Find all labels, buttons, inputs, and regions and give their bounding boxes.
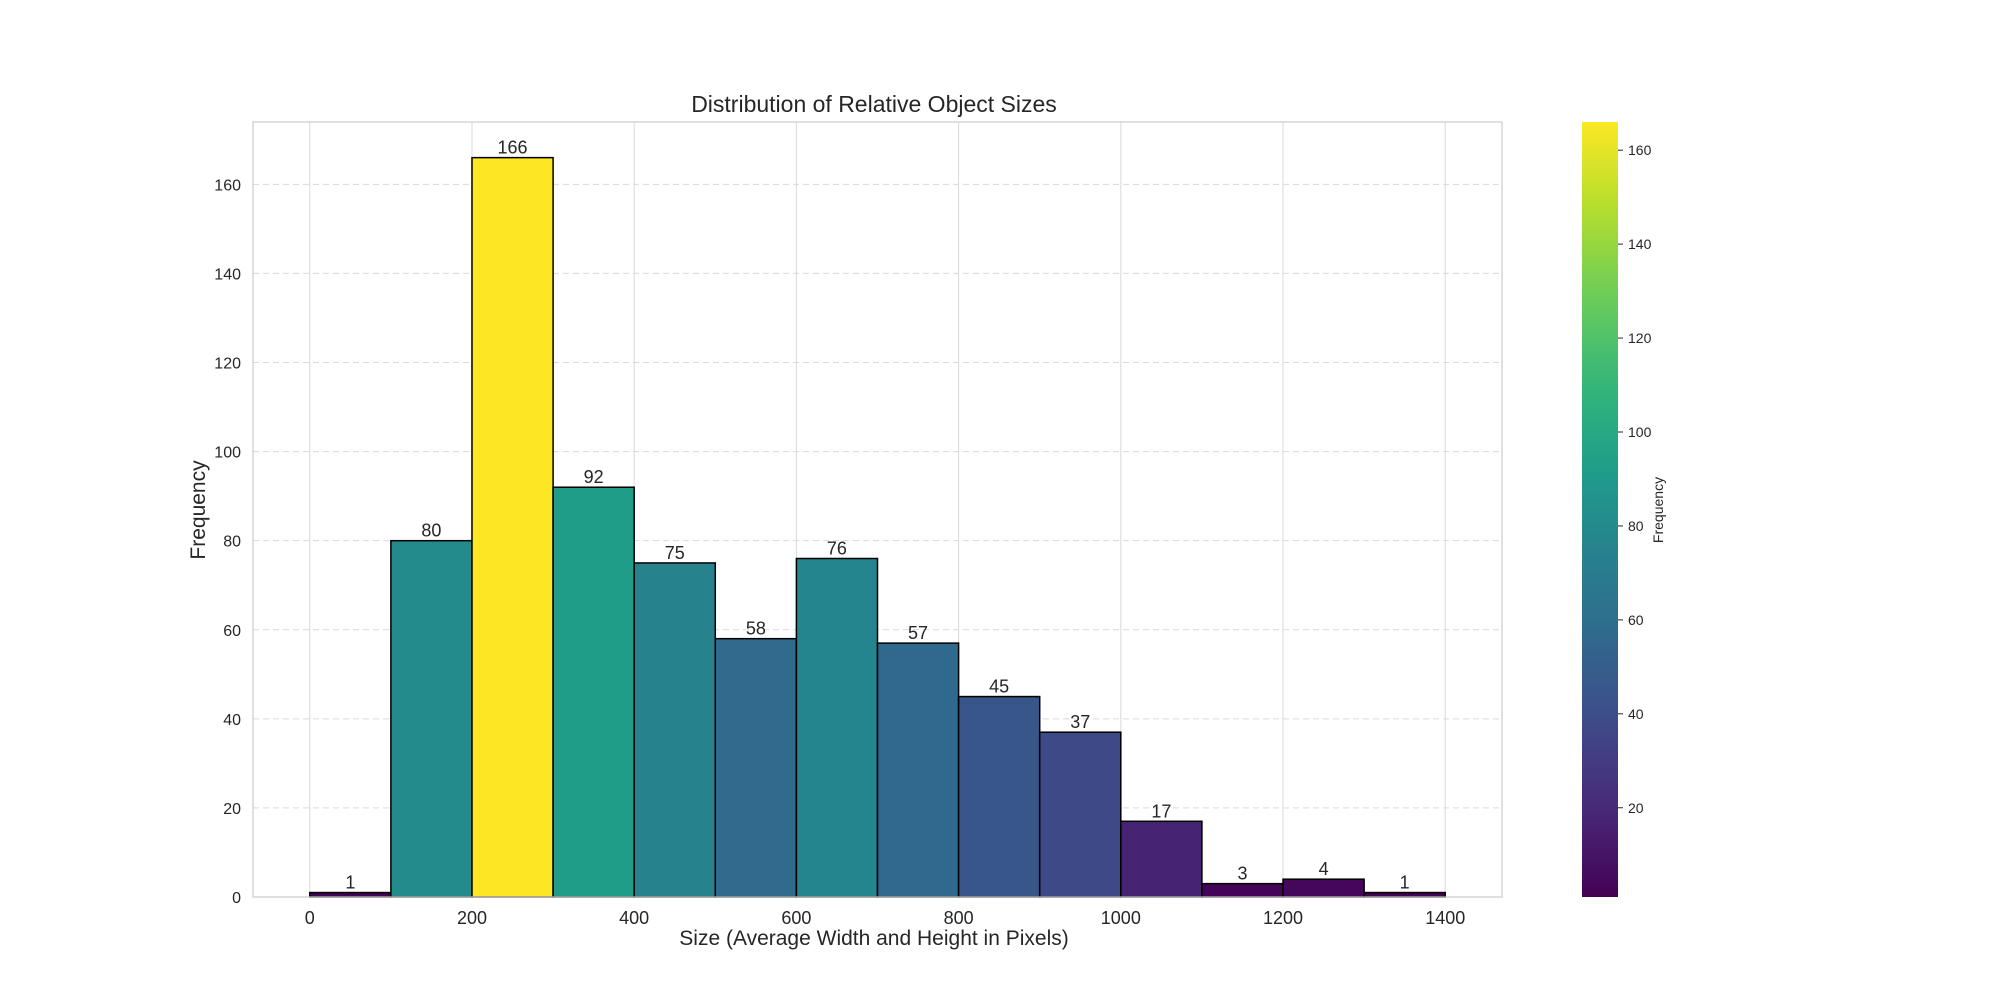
- bar-value-label: 1: [1400, 873, 1410, 893]
- y-tick-label: 100: [214, 445, 241, 462]
- colorbar-tick-label: 120: [1628, 330, 1652, 346]
- histogram-bar: [1201, 882, 1284, 898]
- y-tick-label: 80: [223, 534, 241, 551]
- chart-title: Distribution of Relative Object Sizes: [691, 91, 1057, 117]
- x-tick-label: 1000: [1101, 908, 1141, 928]
- bar-value-label: 3: [1237, 864, 1247, 884]
- y-tick-label: 140: [214, 266, 241, 283]
- y-tick-label: 40: [223, 712, 241, 729]
- bar-value-label: 76: [827, 538, 847, 558]
- histogram-bar: [1363, 891, 1446, 898]
- y-tick-label: 20: [223, 801, 241, 818]
- bar-value-label: 1: [345, 873, 355, 893]
- histogram-bar: [552, 486, 635, 898]
- colorbar-tick-label: 160: [1628, 142, 1652, 158]
- histogram-bar: [1120, 820, 1203, 898]
- colorbar: 20 40 60 80 100 120 140 160: [1582, 122, 1652, 897]
- bar-value-label: 166: [498, 138, 528, 158]
- x-tick-label: 1400: [1425, 908, 1465, 928]
- histogram-bar: [471, 156, 554, 898]
- grid-lines: [253, 122, 1502, 897]
- bar-value-label: 4: [1319, 859, 1329, 879]
- bar-value-label: 75: [665, 543, 685, 563]
- colorbar-label: Frequency: [1650, 477, 1666, 543]
- x-tick-label: 400: [619, 908, 649, 928]
- colorbar-tick-label: 100: [1628, 424, 1652, 440]
- x-tick-label: 600: [781, 908, 811, 928]
- y-tick-label: 0: [232, 890, 241, 907]
- histogram-bar: [1038, 731, 1122, 898]
- y-tick-label: 160: [214, 177, 241, 194]
- bar-value-label: 58: [746, 619, 766, 639]
- colorbar-tick-label: 40: [1628, 706, 1644, 722]
- bar-value-label: 92: [584, 467, 604, 487]
- x-axis-label: Size (Average Width and Height in Pixels…: [679, 927, 1068, 950]
- bar-value-label: 37: [1070, 712, 1090, 732]
- x-tick-label: 200: [457, 908, 487, 928]
- bar-value-label: 17: [1151, 801, 1171, 821]
- plot-frame: [252, 121, 1503, 898]
- x-tick-label: 800: [944, 908, 974, 928]
- histogram-bar: [876, 642, 960, 898]
- histogram-bar: [714, 637, 798, 898]
- histogram-bar: [633, 562, 717, 898]
- bars: [309, 156, 1446, 898]
- axis-ticks: 0 200 400 600 800 1000 1200 1400 0 20 40 60 80 100 120…: [214, 177, 1465, 928]
- bar-value-label: 45: [989, 677, 1009, 697]
- colorbar-tick-label: 80: [1628, 518, 1644, 534]
- bar-value-label: 57: [908, 623, 928, 643]
- bar-value-labels: 1 80 166 92 75 58 76 57 45 37 17 3 4 1: [345, 138, 1409, 893]
- x-tick-label: 1200: [1263, 908, 1303, 928]
- colorbar-gradient: [1582, 122, 1618, 897]
- y-tick-label: 120: [214, 356, 241, 373]
- colorbar-tick-label: 140: [1628, 236, 1652, 252]
- y-axis-label: Frequency: [187, 460, 210, 560]
- histogram-bar: [309, 891, 392, 898]
- y-tick-label: 60: [223, 623, 241, 640]
- histogram-bar: [795, 557, 879, 898]
- colorbar-tick-label: 20: [1628, 800, 1644, 816]
- histogram-bar: [390, 539, 473, 898]
- colorbar-tick-label: 60: [1628, 612, 1644, 628]
- x-tick-label: 0: [305, 908, 315, 928]
- histogram-bar: [1282, 878, 1365, 898]
- histogram-bar: [957, 695, 1041, 898]
- bar-value-label: 80: [421, 521, 441, 541]
